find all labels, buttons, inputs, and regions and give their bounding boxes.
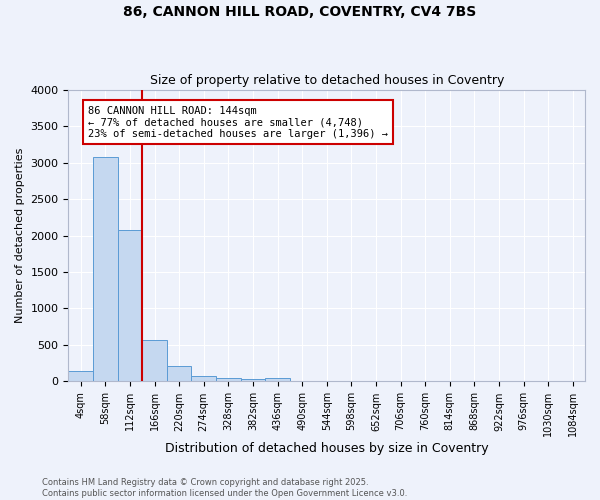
Bar xyxy=(265,378,290,382)
Bar xyxy=(191,376,216,382)
Bar xyxy=(93,156,118,382)
Title: Size of property relative to detached houses in Coventry: Size of property relative to detached ho… xyxy=(149,74,504,87)
Y-axis label: Number of detached properties: Number of detached properties xyxy=(15,148,25,323)
Bar xyxy=(241,380,265,382)
Text: 86, CANNON HILL ROAD, COVENTRY, CV4 7BS: 86, CANNON HILL ROAD, COVENTRY, CV4 7BS xyxy=(124,5,476,19)
Text: Contains HM Land Registry data © Crown copyright and database right 2025.
Contai: Contains HM Land Registry data © Crown c… xyxy=(42,478,407,498)
Bar xyxy=(68,370,93,382)
Bar xyxy=(118,230,142,382)
Text: 86 CANNON HILL ROAD: 144sqm
← 77% of detached houses are smaller (4,748)
23% of : 86 CANNON HILL ROAD: 144sqm ← 77% of det… xyxy=(88,106,388,139)
Bar xyxy=(142,340,167,382)
Bar xyxy=(216,378,241,382)
Bar xyxy=(167,366,191,382)
X-axis label: Distribution of detached houses by size in Coventry: Distribution of detached houses by size … xyxy=(165,442,488,455)
